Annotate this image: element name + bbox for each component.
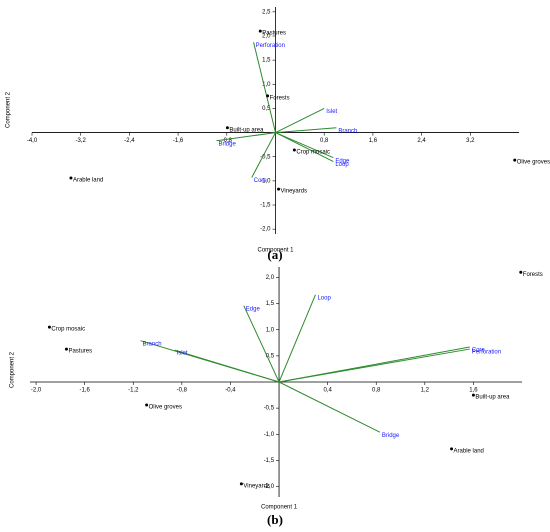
score-point bbox=[145, 403, 149, 407]
point-label: Arable land bbox=[73, 178, 103, 184]
score-point bbox=[471, 393, 475, 397]
y-tick-label: 2,0 bbox=[266, 275, 275, 281]
x-tick-label: 0,8 bbox=[372, 388, 381, 394]
vector-label: Bridge bbox=[382, 433, 400, 439]
point-label: Arable land bbox=[454, 448, 484, 454]
y-tick-label: 2,5 bbox=[262, 9, 271, 15]
y-tick-label: -0,5 bbox=[264, 406, 275, 412]
vector-label: Loop bbox=[317, 295, 331, 301]
y-axis-label: Component 2 bbox=[6, 91, 12, 128]
y-tick-label: 1,0 bbox=[266, 327, 275, 333]
vector-label: Islet bbox=[326, 109, 337, 115]
x-tick-label: -0,8 bbox=[222, 138, 233, 144]
y-tick-label: -0,5 bbox=[260, 154, 271, 160]
chart-title: (a) bbox=[267, 247, 282, 262]
loading-vector bbox=[243, 305, 280, 383]
x-tick-label: 0,4 bbox=[323, 388, 332, 394]
y-tick-label: 2,0 bbox=[262, 34, 271, 40]
point-label: Olive groves bbox=[149, 405, 182, 411]
loading-vector bbox=[278, 294, 316, 383]
point-label: Pastures bbox=[262, 31, 286, 37]
x-tick-label: 0,8 bbox=[320, 138, 329, 144]
vector-label: Edge bbox=[246, 306, 261, 312]
y-tick-label: 0,5 bbox=[262, 106, 271, 112]
y-tick-label: -1,0 bbox=[260, 178, 271, 184]
vector-label: Core bbox=[254, 178, 268, 184]
score-point bbox=[239, 482, 243, 486]
score-point bbox=[513, 158, 517, 162]
x-tick-label: -2,0 bbox=[31, 388, 42, 394]
y-tick-label: -1,0 bbox=[264, 432, 275, 438]
x-tick-label: -1,2 bbox=[128, 388, 139, 394]
x-tick-label: -1,6 bbox=[173, 138, 184, 144]
point-label: Olive groves bbox=[517, 160, 550, 166]
vector-label: Perforation bbox=[472, 350, 501, 356]
score-point bbox=[225, 126, 229, 130]
y-tick-label: -2,0 bbox=[260, 227, 271, 233]
vector-label: Perforation bbox=[256, 43, 285, 49]
loading-vector bbox=[275, 132, 334, 159]
vector-label: Loop bbox=[335, 162, 349, 168]
vector-label: Branch bbox=[338, 128, 357, 134]
point-label: Pastures bbox=[68, 349, 92, 355]
score-point bbox=[277, 187, 281, 191]
x-tick-label: 1,6 bbox=[369, 138, 378, 144]
x-tick-label: 1,6 bbox=[469, 388, 478, 394]
vector-label: Edge bbox=[335, 158, 350, 164]
loading-vector bbox=[216, 132, 276, 142]
y-tick-label: 1,0 bbox=[262, 82, 271, 88]
score-point bbox=[292, 148, 296, 152]
loading-vector bbox=[251, 132, 276, 178]
loading-vector bbox=[278, 381, 381, 433]
x-tick-label: 3,2 bbox=[466, 138, 475, 144]
x-axis-label: Component 1 bbox=[257, 248, 294, 254]
y-tick-label: -2,0 bbox=[264, 484, 275, 490]
y-tick-label: 1,5 bbox=[262, 58, 271, 64]
point-label: Built-up area bbox=[475, 395, 510, 401]
x-tick-label: -0,8 bbox=[177, 388, 188, 394]
vector-label: Islet bbox=[177, 351, 188, 357]
point-label: Forests bbox=[523, 272, 543, 278]
score-point bbox=[258, 29, 262, 33]
score-point bbox=[266, 94, 270, 98]
point-label: Vineyards bbox=[243, 484, 270, 490]
x-tick-label: 1,2 bbox=[421, 388, 430, 394]
score-point bbox=[47, 325, 51, 329]
x-axis-label: Component 1 bbox=[261, 505, 298, 511]
x-tick-label: -2,4 bbox=[124, 138, 135, 144]
score-point bbox=[64, 347, 68, 351]
point-label: Crop mosaic bbox=[296, 150, 330, 156]
y-tick-label: 0,5 bbox=[266, 353, 275, 359]
loading-vector bbox=[275, 127, 337, 134]
y-tick-label: -1,5 bbox=[264, 458, 275, 464]
point-label: Crop mosaic bbox=[51, 327, 85, 333]
loading-vector bbox=[275, 132, 334, 163]
score-point bbox=[450, 447, 454, 451]
vector-label: Core bbox=[472, 348, 486, 354]
x-tick-label: 2,4 bbox=[417, 138, 426, 144]
vector-label: Bridge bbox=[218, 141, 236, 147]
point-label: Built-up area bbox=[229, 127, 264, 133]
x-tick-label: -1,6 bbox=[79, 388, 90, 394]
score-point bbox=[519, 270, 523, 274]
y-tick-label: -1,5 bbox=[260, 203, 271, 209]
chart-title: (b) bbox=[267, 512, 283, 527]
point-label: Vineyards bbox=[281, 189, 308, 195]
y-axis-label: Component 2 bbox=[10, 351, 16, 388]
x-tick-label: -0,4 bbox=[225, 388, 236, 394]
x-tick-label: -4,0 bbox=[27, 138, 38, 144]
x-tick-label: -3,2 bbox=[76, 138, 87, 144]
loading-vector bbox=[253, 42, 276, 133]
vector-label: Branch bbox=[143, 341, 162, 347]
loading-vector bbox=[275, 107, 325, 134]
y-tick-label: 1,5 bbox=[266, 301, 275, 307]
score-point bbox=[69, 176, 73, 180]
loading-vector bbox=[174, 349, 280, 383]
loading-vector bbox=[278, 348, 470, 383]
point-label: Forests bbox=[270, 95, 290, 101]
